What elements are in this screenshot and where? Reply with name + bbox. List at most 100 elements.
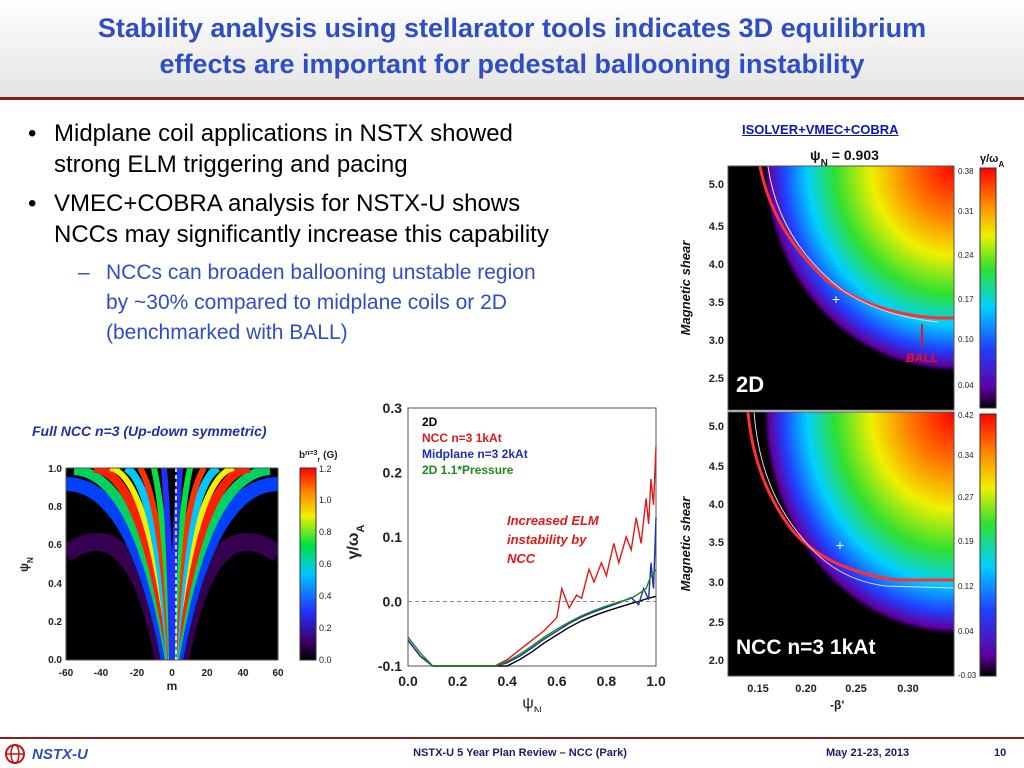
x-tick-label: 20 (201, 668, 213, 679)
bottom-y-tick: 4.5 (709, 461, 724, 473)
bottom-panel-tag: NCC n=3 1kAt (736, 636, 875, 659)
bullet-list: • Midplane coil applications in NSTX sho… (28, 118, 668, 348)
psi-value-label: ψN = 0.903 (810, 147, 879, 169)
growth-x-tick: 1.0 (646, 673, 666, 689)
title-line-1: Stability analysis using stellarator too… (97, 13, 927, 43)
sub-bullet-item: – NCCs can broaden ballooning unstable r… (78, 258, 668, 348)
legend-midplane: Midplane n=3 2kAt (422, 447, 528, 461)
x-tick-layer: 0.0 0.2 0.4 0.6 0.8 1.0 (398, 673, 666, 689)
y-tick-label: 0.6 (48, 540, 62, 551)
slide-title: Stability analysis using stellarator too… (0, 0, 1024, 100)
bottom-colorbar-tick: 0.04 (958, 627, 974, 636)
y-tick-label: 0.0 (48, 655, 62, 666)
top-colorbar-tick: 0.17 (958, 295, 974, 304)
growth-y-axis-label: γ/ωA (345, 525, 367, 560)
bottom-x-tick: 0.20 (795, 683, 816, 695)
sub-bullet-text-line: (benchmarked with BALL) (106, 321, 348, 344)
growth-rate-chart: -0.10.00.10.20.3 0.0 0.2 0.4 0.6 0.8 1.0 γ/ωA… (345, 400, 666, 712)
top-colorbar (979, 167, 997, 409)
top-map-frame (727, 165, 955, 411)
series-layer (407, 446, 657, 667)
y-axis-label: ψN (17, 557, 35, 572)
bottom-y-tick: 2.0 (709, 655, 724, 667)
bottom-y-tick: 3.0 (709, 577, 724, 589)
x-axis-label: m (167, 679, 178, 693)
bullet-item: • VMEC+COBRA analysis for NSTX-U shows N… (28, 188, 668, 250)
legend-title: 2D (422, 415, 438, 429)
top-marginal-contour (767, 165, 939, 323)
sub-bullet-text-line: NCCs can broaden ballooning unstable reg… (106, 261, 536, 284)
bullet-glyph: • (28, 120, 37, 147)
colorbar-tick: 0.2 (319, 623, 332, 633)
bottom-reference-point: + (836, 537, 844, 553)
nstx-logo: NSTX-U (4, 743, 88, 765)
growth-y-tick: -0.1 (378, 658, 402, 674)
growth-y-tick: 0.0 (383, 594, 403, 610)
bullet-item: • Midplane coil applications in NSTX sho… (28, 118, 668, 180)
x-tick-label: 60 (272, 668, 284, 679)
bottom-x-tick: 0.30 (897, 683, 918, 695)
bottom-stability-boundary (746, 411, 954, 582)
footer-center-text: NSTX-U 5 Year Plan Review – NCC (Park) (413, 747, 627, 759)
annotation-line: Increased ELM (507, 513, 600, 528)
bottom-y-tick: 5.0 (709, 421, 724, 433)
top-colorbar-label: γ/ωA (980, 153, 1004, 169)
growth-x-tick: 0.4 (497, 673, 517, 689)
colorbar-tick: 1.0 (319, 495, 332, 505)
nstx-logo-text: NSTX-U (32, 745, 88, 763)
colorbar-tick: 0.4 (319, 591, 332, 601)
top-y-tick: 5.0 (709, 179, 724, 191)
bottom-x-tick: 0.25 (845, 683, 866, 695)
top-colorbar-tick: 0.24 (958, 251, 974, 260)
slide-footer: NSTX-U NSTX-U 5 Year Plan Review – NCC (… (0, 737, 1024, 768)
growth-x-tick: 0.6 (547, 673, 567, 689)
top-colorbar-tick: 0.10 (958, 335, 974, 344)
y-tick-label: 0.2 (48, 617, 62, 628)
bullet-text-line: NCCs may significantly increase this cap… (54, 221, 549, 248)
top-stability-boundary (758, 165, 954, 320)
annotation-line: instability by (507, 532, 587, 547)
top-reference-point: + (832, 291, 840, 307)
footer-date: May 21-23, 2013 (826, 747, 910, 759)
x-tick-label: 0 (169, 668, 175, 679)
bottom-map-field (728, 412, 954, 676)
annotation-line: NCC (507, 551, 536, 566)
bottom-marginal-contour (753, 411, 955, 589)
bottom-x-axis-label: -β' (830, 698, 845, 712)
bullet-glyph: • (28, 190, 37, 217)
x-tick-label: -40 (94, 668, 109, 679)
spectrum-colorbar (299, 467, 317, 661)
colorbar-tick: 0.0 (319, 655, 332, 665)
growth-y-tick: 0.1 (383, 529, 403, 545)
legend-pressure: 2D 1.1*Pressure (422, 463, 514, 477)
x-tick-label: 40 (237, 668, 249, 679)
bottom-y-axis-label: Magnetic shear (678, 496, 693, 592)
bullet-text-line: VMEC+COBRA analysis for NSTX-U shows (54, 190, 521, 217)
bottom-colorbar (979, 413, 997, 677)
top-colorbar-tick: 0.04 (958, 381, 974, 390)
nstx-logo-icon (5, 744, 25, 764)
ball-label: BALL (906, 351, 938, 365)
colorbar-label: bn=3r (G) (299, 450, 338, 464)
spectrum-heatmap: 0.0 0.2 0.4 0.6 0.8 1.0 1.2 bn=3r (G) 0.0… (17, 450, 338, 694)
growth-x-axis-label: ψN (522, 695, 541, 712)
bullet-text-line: Midplane coil applications in NSTX showe… (54, 120, 513, 147)
top-y-tick: 3.5 (709, 297, 724, 309)
series-line-3 (407, 568, 657, 667)
stability-maps: ψN = 0.903 γ/ωA + 2D BALL 0.04 0.10 0.17 … (678, 147, 1004, 695)
top-y-tick: 4.5 (709, 221, 724, 233)
bottom-colorbar-tick: 0.12 (958, 582, 974, 591)
bottom-y-tick: 3.5 (709, 537, 724, 549)
colorbar-tick: 0.6 (319, 559, 332, 569)
bullet-text-line: strong ELM triggering and pacing (54, 151, 408, 178)
top-y-axis-label: Magnetic shear (678, 240, 693, 336)
x-tick-label: -60 (59, 668, 74, 679)
bottom-colorbar-tick: 0.19 (958, 537, 974, 546)
left-plot-caption: Full NCC n=3 (Up-down symmetric) (32, 423, 267, 439)
dash-glyph: – (78, 261, 90, 284)
y-tick-label: 0.4 (48, 579, 62, 590)
title-line-2: effects are important for pedestal ballo… (159, 49, 865, 79)
y-tick-label: 1.0 (48, 464, 62, 475)
top-y-tick: 4.0 (709, 259, 724, 271)
growth-x-tick: 0.8 (597, 673, 617, 689)
